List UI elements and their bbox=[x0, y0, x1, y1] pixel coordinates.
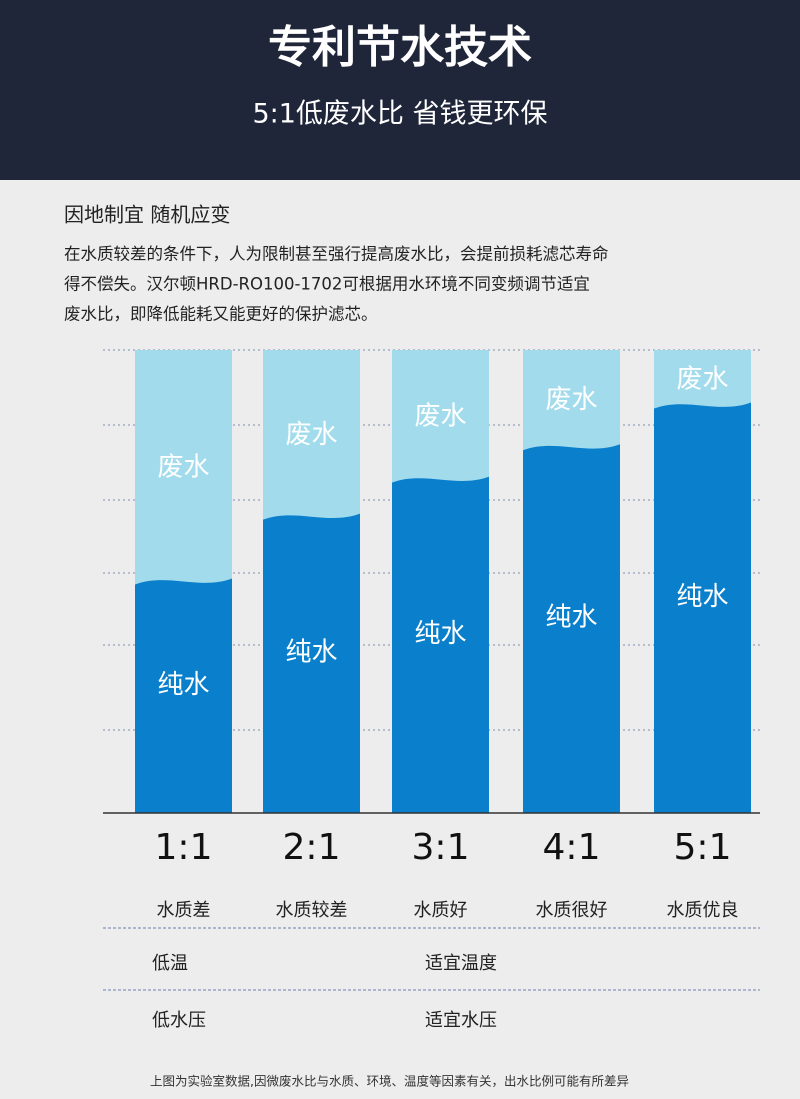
category-label: 4:1 bbox=[543, 827, 601, 868]
pure-label: 纯水 bbox=[545, 603, 597, 633]
paragraph-line: 废水比，即降低能耗又能更好的保护滤芯。 bbox=[64, 305, 378, 324]
pure-label: 纯水 bbox=[157, 670, 209, 700]
pure-segment bbox=[263, 513, 360, 813]
quality-label: 水质较差 bbox=[276, 900, 348, 921]
category-label: 5:1 bbox=[674, 827, 732, 868]
quality-label: 水质优良 bbox=[667, 900, 739, 921]
section-heading: 因地制宜 随机应变 bbox=[64, 203, 230, 227]
header-band bbox=[0, 0, 800, 180]
pure-segment bbox=[135, 578, 232, 813]
pure-label: 纯水 bbox=[676, 582, 728, 612]
waste-label: 废水 bbox=[414, 401, 466, 431]
pure-segment bbox=[654, 402, 751, 813]
quality-label: 水质很好 bbox=[536, 900, 608, 921]
paragraph-line: 得不偿失。汉尔顿HRD-RO100-1702可根据用水环境不同变频调节适宜 bbox=[64, 275, 590, 294]
waste-segment bbox=[263, 350, 360, 527]
subtitle: 5:1低废水比 省钱更环保 bbox=[252, 99, 547, 130]
footnote: 上图为实验室数据,因微废水比与水质、环境、温度等因素有关，出水比例可能有所差异 bbox=[150, 1074, 629, 1089]
paragraph-line: 在水质较差的条件下，人为限制甚至强行提高废水比，会提前损耗滤芯寿命 bbox=[64, 245, 609, 264]
pure-segment bbox=[523, 444, 620, 813]
waste-segment bbox=[392, 350, 489, 490]
pure-label: 纯水 bbox=[285, 637, 337, 667]
waste-segment bbox=[654, 350, 751, 416]
category-label: 2:1 bbox=[283, 827, 341, 868]
pure-label: 纯水 bbox=[414, 619, 466, 649]
waste-segment bbox=[523, 350, 620, 458]
waste-label: 废水 bbox=[157, 452, 209, 482]
category-label: 3:1 bbox=[412, 827, 470, 868]
title: 专利节水技术 bbox=[268, 22, 532, 73]
row-label: 适宜水压 bbox=[425, 1010, 497, 1031]
category-label: 1:1 bbox=[155, 827, 213, 868]
waste-label: 废水 bbox=[285, 420, 337, 450]
row-label: 低水压 bbox=[152, 1010, 206, 1031]
waste-label: 废水 bbox=[676, 364, 728, 394]
quality-label: 水质好 bbox=[414, 900, 468, 921]
waste-label: 废水 bbox=[545, 385, 597, 415]
row-label: 低温 bbox=[152, 953, 188, 974]
quality-label: 水质差 bbox=[157, 900, 211, 921]
row-label: 适宜温度 bbox=[425, 953, 497, 974]
waste-segment bbox=[135, 350, 232, 592]
pure-segment bbox=[392, 476, 489, 813]
